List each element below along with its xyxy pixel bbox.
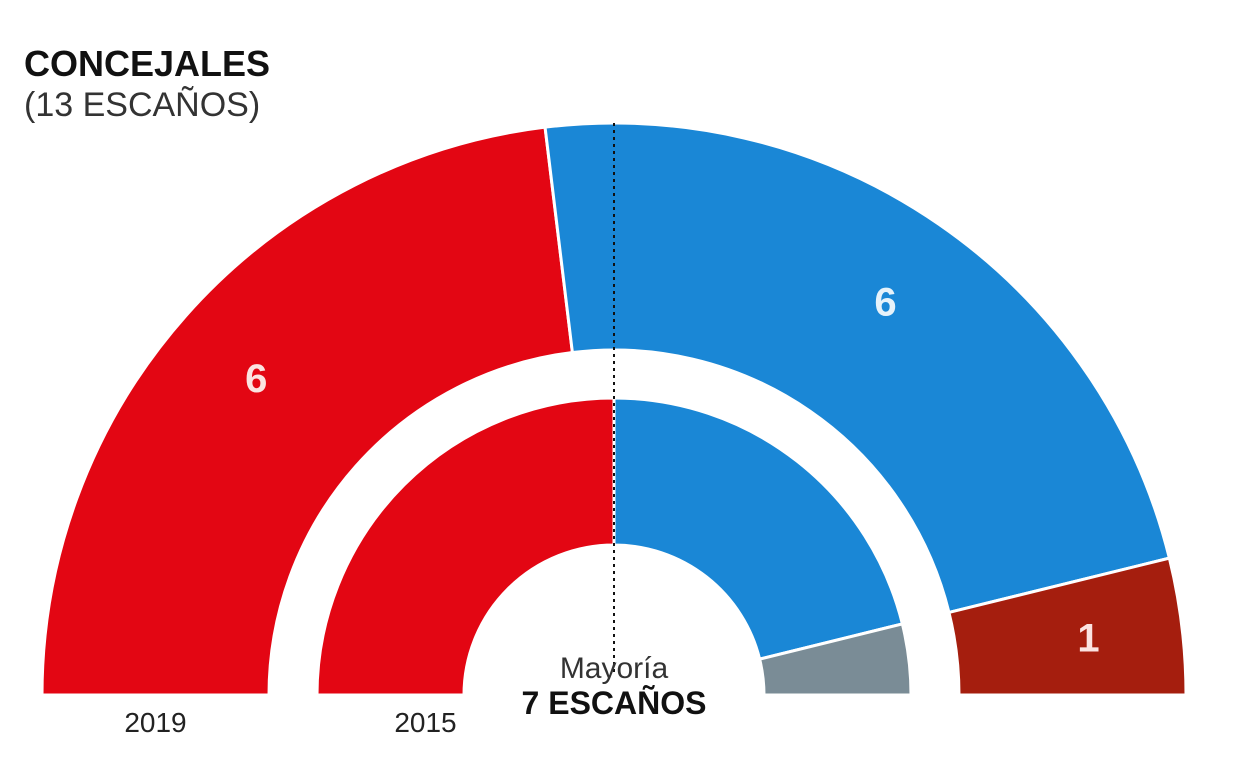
seat-count-label-2019-1: 6 <box>245 357 267 401</box>
majority-value: 7 ESCAÑOS <box>522 685 707 721</box>
seat-segment-2015-1 <box>315 396 616 697</box>
majority-label: Mayoría <box>560 652 669 685</box>
year-label-2019: 2019 <box>124 707 186 738</box>
seat-count-label-2019-3: 1 <box>1077 616 1099 660</box>
year-label-2015: 2015 <box>394 707 456 738</box>
chart-subtitle: (13 ESCAÑOS) <box>24 86 260 124</box>
ring-2015 <box>315 396 913 697</box>
seat-segment-2015-3 <box>757 622 913 697</box>
seat-segment-2019-2 <box>543 121 1172 615</box>
seat-segment-2015-2 <box>612 396 905 661</box>
seat-segment-2019-1 <box>40 125 575 697</box>
seat-count-label-2019-2: 6 <box>874 281 896 325</box>
ring-2019: 6 6 1 <box>40 121 1188 697</box>
seat-segment-2019-3 <box>947 556 1188 697</box>
chart-title: CONCEJALES <box>24 43 270 84</box>
